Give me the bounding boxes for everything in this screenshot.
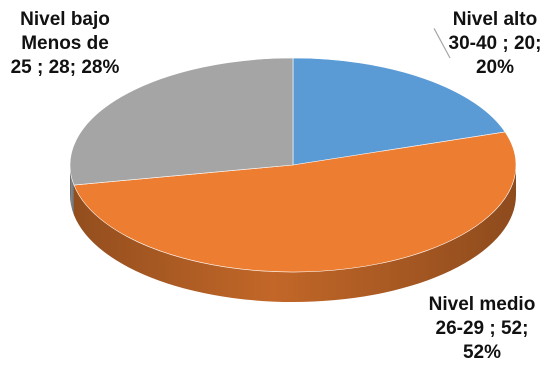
data-label-nivel-bajo-line-2: Menos de <box>21 33 109 54</box>
data-label-nivel-bajo: Nivel bajo Menos de 25 ; 28; 28% <box>0 8 130 80</box>
pie-slice-2 <box>69 57 294 186</box>
data-label-nivel-alto-line-3: 20% <box>475 57 515 78</box>
data-label-nivel-alto-line-2: 30-40 ; 20; <box>448 33 542 54</box>
pie-side-2 <box>70 165 74 216</box>
leader-line-nivel-alto <box>433 28 451 59</box>
data-label-nivel-alto: Nivel alto 30-40 ; 20; 20% <box>440 8 550 80</box>
data-label-nivel-bajo-line-3: 25 ; 28; 28% <box>10 57 120 78</box>
pie-top-faces <box>69 57 517 273</box>
data-label-nivel-bajo-line-1: Nivel bajo <box>20 9 110 30</box>
pie-slice-1 <box>73 131 517 273</box>
data-label-nivel-medio: Nivel medio 26-29 ; 52; 52% <box>412 293 552 365</box>
data-label-nivel-alto-line-1: Nivel alto <box>452 9 538 30</box>
pie-slice-0 <box>292 57 506 166</box>
data-label-nivel-medio-line-2: 26-29 ; 52; <box>435 318 529 339</box>
pie-side-walls <box>70 165 516 303</box>
data-label-nivel-medio-line-1: Nivel medio <box>428 294 536 315</box>
pie-side-1 <box>73 165 516 303</box>
data-label-nivel-medio-line-3: 52% <box>462 342 502 363</box>
